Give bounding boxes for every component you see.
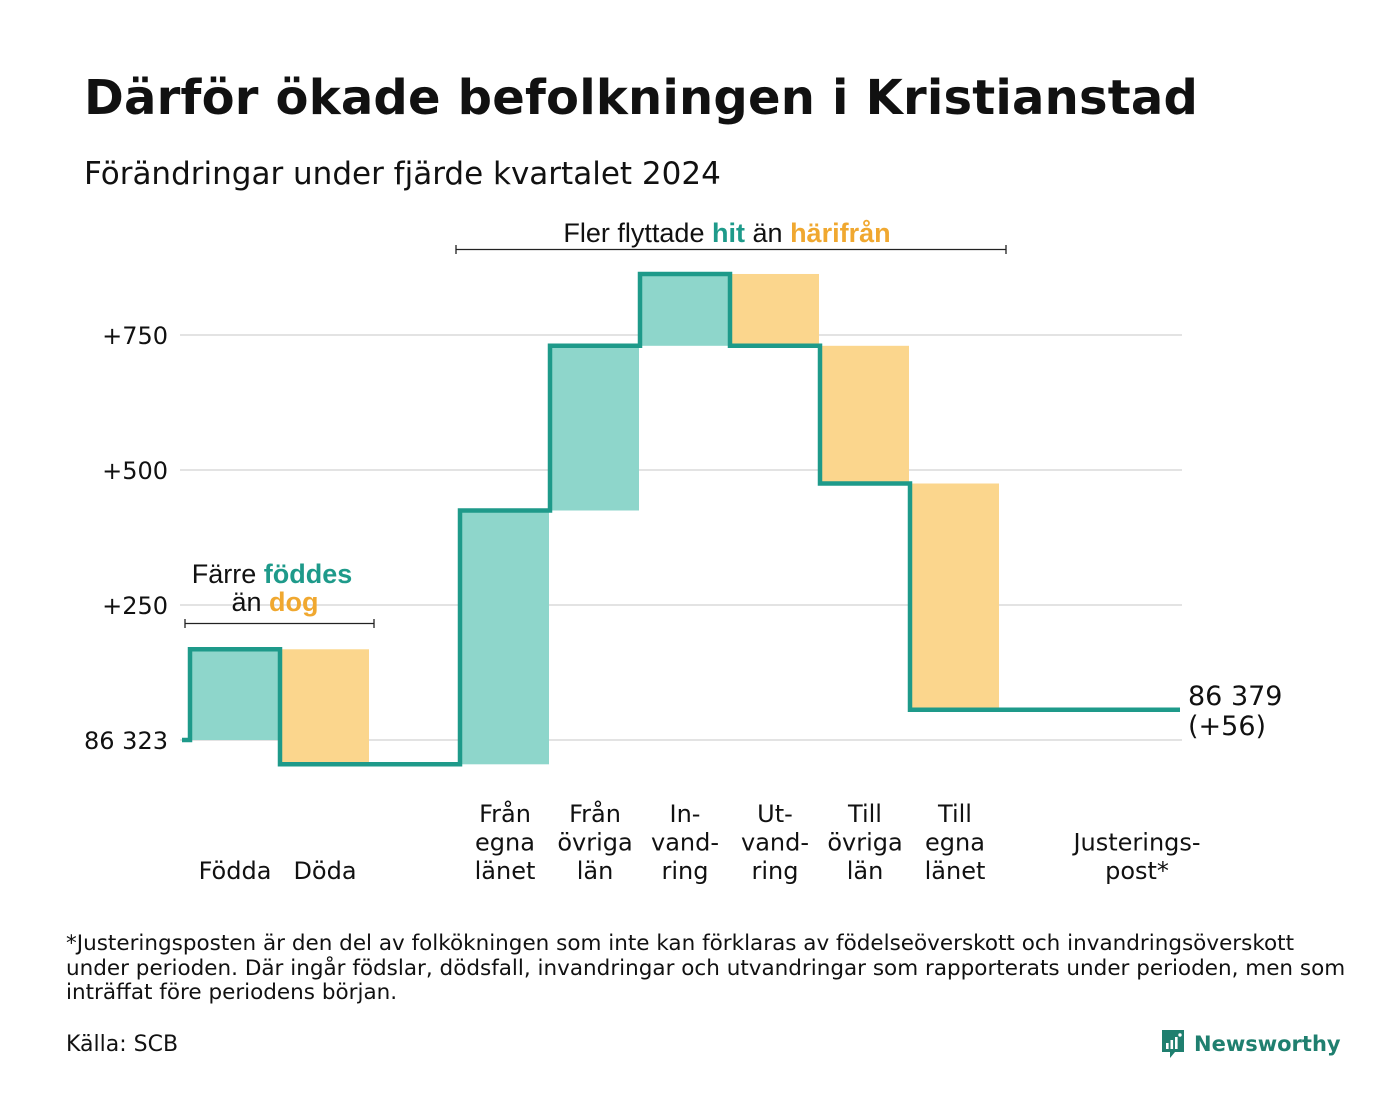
bar-outflow: [911, 483, 999, 710]
category-label: län: [577, 857, 614, 885]
waterfall-chart: 86 323+250+500+750 Födda DödaFrånegnaläne…: [84, 218, 1282, 885]
category-label: Döda: [293, 857, 356, 885]
step-line-layer: [182, 271, 1180, 767]
migration-annotation-hit: hit: [712, 218, 745, 248]
migration-group-annotation: Fler flyttade hit än härifrån: [455, 218, 1007, 254]
category-label: post*: [1105, 857, 1169, 885]
category-label: vand-: [741, 829, 809, 857]
y-tick-label: +250: [102, 592, 168, 620]
category-label: övriga: [557, 829, 632, 857]
migration-annotation-text: Fler flyttade hit än härifrån: [563, 218, 890, 248]
bar-inflow: [191, 649, 279, 740]
cumulative-step-line: [182, 271, 1180, 767]
source-label: Källa: SCB: [66, 1032, 179, 1057]
category-label: egna: [475, 829, 535, 857]
bar-outflow: [731, 273, 819, 346]
bar-inflow: [461, 510, 549, 765]
category-label: ring: [662, 857, 709, 885]
category-label: Till: [847, 800, 882, 828]
category-label: länet: [925, 857, 986, 885]
end-change-label: (+56): [1188, 711, 1266, 742]
category-labels: Födda DödaFrånegnalänetFrånövrigalänIn-va…: [199, 799, 1201, 885]
category-label: Till: [937, 800, 972, 828]
category-label: länet: [475, 857, 536, 885]
deaths-annotation-prefix: än: [231, 587, 261, 617]
y-axis-ticks: 86 323 +250 +500 +750: [84, 322, 168, 755]
brand-name: Newsworthy: [1194, 1032, 1341, 1056]
chart-title: Därför ökade befolkningen i Kristianstad: [84, 70, 1199, 126]
y-tick-label: +500: [102, 457, 168, 485]
category-label: vand-: [651, 829, 719, 857]
category-label: Födda: [199, 857, 272, 885]
chart-subtitle: Förändringar under fjärde kvartalet 2024: [84, 156, 721, 192]
bar-outflow: [821, 345, 909, 484]
births-annotation-line2: än dog: [231, 587, 318, 617]
deaths-annotation-highlight: dog: [269, 587, 318, 617]
births-annotation-line1: Färre föddes: [192, 559, 353, 589]
category-label: län: [847, 857, 884, 885]
category-label: In-: [670, 800, 701, 828]
brand[interactable]: Newsworthy: [1160, 1027, 1341, 1061]
bar-inflow: [641, 273, 729, 346]
category-label: övriga: [827, 829, 902, 857]
category-label: Ut-: [757, 800, 793, 828]
category-label: Från: [569, 799, 621, 828]
births-group-annotation: Färre föddes än dog: [184, 559, 375, 628]
births-annotation-prefix: Färre: [192, 559, 257, 589]
category-label: egna: [925, 829, 985, 857]
migration-annotation-middle: än: [753, 218, 783, 248]
bars: [191, 273, 999, 765]
category-label: Från: [479, 799, 531, 828]
migration-group-bracket: [455, 245, 1007, 254]
footnote: *Justeringsposten är den del av folkökni…: [66, 931, 1346, 1005]
category-label: Justerings-: [1071, 829, 1200, 857]
migration-annotation-away: härifrån: [790, 218, 891, 248]
births-group-bracket: [184, 619, 375, 628]
bar-outflow: [281, 649, 369, 765]
births-annotation-highlight: föddes: [264, 559, 353, 589]
y-tick-label: +750: [102, 322, 168, 350]
y-tick-label: 86 323: [84, 727, 168, 755]
category-label: ring: [752, 857, 799, 885]
migration-annotation-prefix: Fler flyttade: [563, 218, 704, 248]
end-value-label: 86 379: [1188, 681, 1282, 712]
newsworthy-logo-icon: [1162, 1030, 1184, 1058]
bar-inflow: [551, 345, 639, 511]
